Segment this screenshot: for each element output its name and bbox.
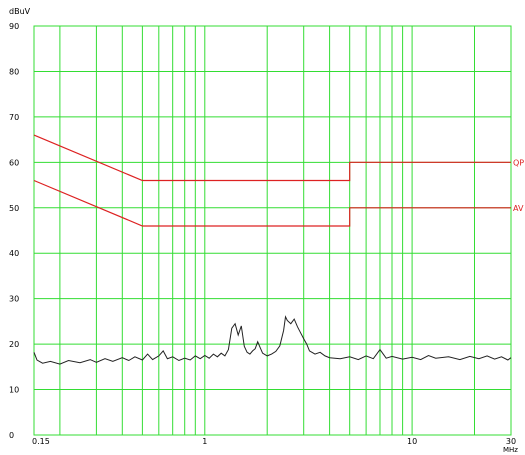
y-tick-label: 70 <box>9 113 19 122</box>
y-tick-label: 20 <box>9 340 19 349</box>
measurement-trace <box>33 315 512 365</box>
plot-frame <box>33 25 512 436</box>
limit-line-av <box>33 179 511 227</box>
x-axis-unit-label: MHz <box>503 446 518 454</box>
y-tick-label: 30 <box>9 295 19 304</box>
y-tick-label: 10 <box>9 386 19 395</box>
y-tick-label: 0 <box>9 431 14 440</box>
x-tick-label: 1 <box>202 437 207 446</box>
y-tick-label: 60 <box>9 158 19 167</box>
x-tick-label: 30 <box>506 437 516 446</box>
limit-label-av: AV <box>513 204 524 213</box>
limit-line-qp <box>33 134 511 182</box>
limit-label-qp: QP <box>513 158 524 167</box>
y-tick-label: 90 <box>9 22 19 31</box>
y-axis-unit-label: dBuV <box>9 7 31 16</box>
y-tick-label: 50 <box>9 204 19 213</box>
x-tick-label: 10 <box>407 437 417 446</box>
x-tick-label: 0.15 <box>32 437 50 446</box>
y-tick-label: 40 <box>9 249 19 258</box>
y-tick-label: 80 <box>9 67 19 76</box>
